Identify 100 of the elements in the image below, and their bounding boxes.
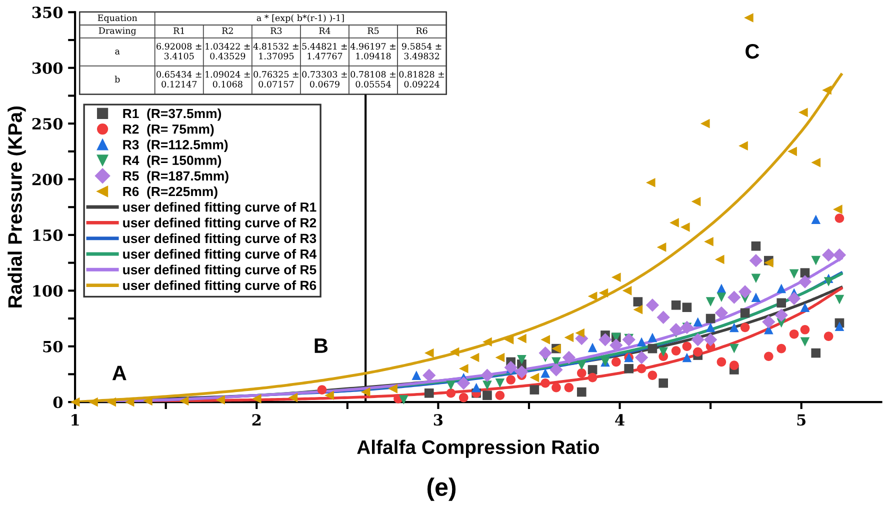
point: [636, 337, 646, 347]
point: [691, 333, 704, 346]
point: [730, 360, 739, 370]
point: [88, 397, 98, 407]
y-tick-label: 100: [33, 285, 63, 297]
point: [811, 214, 821, 224]
point: [470, 352, 480, 362]
x-tick-label: 1: [72, 414, 79, 426]
annotation: A: [112, 366, 126, 380]
point: [216, 395, 225, 404]
annotation: R6: [416, 27, 428, 34]
point: [749, 254, 763, 268]
point: [124, 397, 134, 407]
point: [646, 298, 660, 312]
point: [540, 368, 550, 378]
legend-label: user defined fitting curve of R4: [123, 249, 317, 262]
point: [762, 315, 776, 328]
point: [800, 337, 810, 347]
point: [388, 384, 398, 394]
point: [788, 146, 797, 156]
point: [728, 290, 741, 304]
point: [700, 118, 710, 128]
annotation: 6.92008 ± 3.4105: [156, 42, 202, 60]
y-tick-label: 350: [32, 6, 63, 18]
x-tick-label: 2: [252, 414, 261, 426]
point: [482, 380, 492, 390]
point: [751, 292, 761, 302]
point: [714, 306, 728, 320]
point: [422, 368, 436, 382]
point: [611, 357, 621, 367]
point: [575, 328, 584, 338]
point: [564, 332, 574, 342]
point: [622, 333, 636, 346]
point: [811, 348, 821, 358]
point: [576, 387, 586, 397]
point: [648, 332, 658, 342]
point: [457, 376, 470, 390]
text: (e): [427, 478, 456, 501]
legend-label: user defined fitting curve of R6: [123, 280, 316, 293]
point: [776, 298, 786, 308]
annotation: R4: [319, 27, 330, 34]
annotation: b: [114, 76, 120, 83]
y-tick-label: 150: [33, 229, 63, 241]
annotation: 1.09024 ± 0.1068: [206, 71, 250, 88]
point: [764, 352, 774, 362]
point: [789, 329, 799, 339]
point: [634, 350, 648, 364]
legend-label: R6 (R=225mm): [123, 186, 218, 199]
x-tick-label: 3: [434, 414, 443, 426]
legend-label: user defined fitting curve of R2: [123, 218, 316, 230]
point: [648, 370, 658, 380]
point: [636, 364, 646, 374]
point: [671, 346, 681, 356]
point: [530, 372, 540, 382]
point: [480, 368, 494, 382]
point: [611, 272, 621, 282]
point: [179, 396, 189, 406]
point: [706, 314, 716, 324]
point: [564, 382, 574, 392]
annotation: 4.81532 ± 1.37095: [253, 42, 298, 60]
point: [646, 178, 656, 188]
legend-label: R1 (R=37.5mm): [123, 108, 222, 121]
annotation: R1: [174, 27, 184, 34]
point: [680, 222, 690, 232]
annotation: C: [746, 44, 760, 59]
annotation: B: [314, 338, 328, 353]
point: [744, 13, 754, 22]
point: [832, 248, 846, 262]
point: [658, 378, 668, 388]
point: [706, 297, 716, 306]
point: [714, 254, 724, 264]
point: [764, 258, 774, 268]
point: [704, 236, 714, 246]
point: [834, 322, 844, 331]
point: [252, 394, 262, 404]
point: [624, 364, 634, 374]
point: [446, 380, 456, 390]
annotation: Equation: [98, 14, 138, 23]
point: [540, 335, 550, 344]
annotation: R2: [222, 27, 233, 34]
annotation: a: [115, 50, 120, 54]
point: [682, 342, 692, 352]
point: [738, 285, 752, 298]
annotation: 0.78108 ± 0.05554: [350, 71, 396, 88]
annotation: 0.81828 ± 0.09224: [399, 71, 444, 88]
point: [552, 382, 561, 392]
legend-label: user defined fitting curve of R5: [123, 264, 316, 278]
point: [540, 378, 550, 388]
point: [517, 355, 526, 364]
point: [515, 365, 528, 379]
point: [716, 357, 726, 367]
annotation: 4.96197 ± 1.09418: [350, 42, 396, 60]
point: [143, 396, 152, 406]
point: [424, 348, 434, 358]
point: [458, 364, 468, 374]
point: [824, 277, 834, 286]
point: [550, 363, 563, 376]
point: [751, 274, 761, 284]
y-tick-label: 0: [53, 396, 63, 408]
point: [671, 300, 681, 310]
